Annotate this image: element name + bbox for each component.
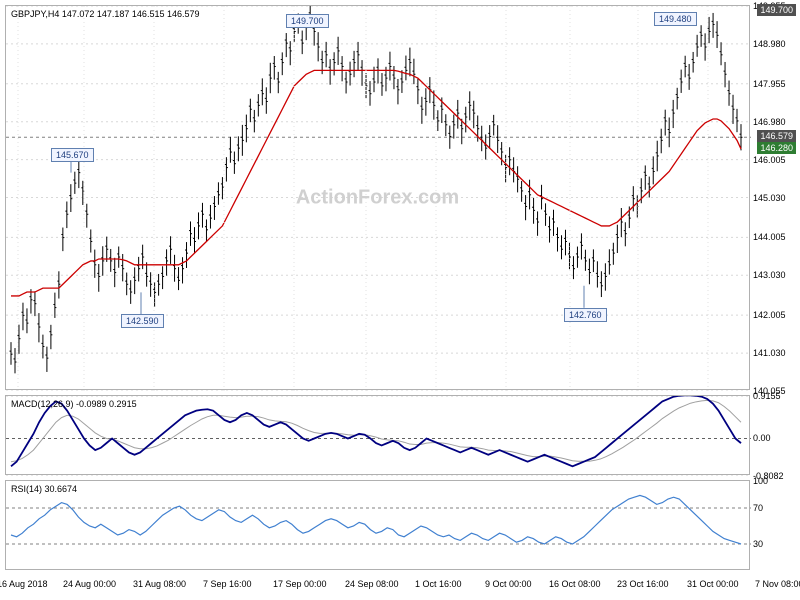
price-annotation: 149.700: [286, 14, 329, 28]
x-tick-label: 16 Oct 08:00: [549, 579, 601, 589]
price-chart-title: GBPJPY,H4 147.072 147.187 146.515 146.57…: [11, 9, 200, 19]
current-price-marker: 146.579: [757, 130, 796, 142]
x-tick-label: 7 Sep 16:00: [203, 579, 252, 589]
ma-price-marker: 146.280: [757, 142, 796, 154]
rsi-y-axis: 3070100: [751, 481, 797, 569]
x-tick-label: 31 Aug 08:00: [133, 579, 186, 589]
macd-y-axis: -0.80820.000.9155: [751, 396, 797, 474]
price-annotation: 142.590: [121, 314, 164, 328]
macd-chart[interactable]: MACD(12,26,9) -0.0989 0.2915 -0.80820.00…: [5, 395, 750, 475]
top-price-marker: 149.700: [757, 4, 796, 16]
x-tick-label: 9 Oct 00:00: [485, 579, 532, 589]
x-tick-label: 7 Nov 08:00: [755, 579, 800, 589]
price-annotation: 142.760: [564, 308, 607, 322]
rsi-chart[interactable]: RSI(14) 30.6674 3070100: [5, 480, 750, 570]
x-tick-label: 16 Aug 2018: [0, 579, 48, 589]
x-tick-label: 23 Oct 16:00: [617, 579, 669, 589]
x-tick-label: 1 Oct 16:00: [415, 579, 462, 589]
macd-title: MACD(12,26,9) -0.0989 0.2915: [11, 399, 137, 409]
price-y-axis: 140.055141.030142.005143.030144.005145.0…: [751, 6, 797, 389]
x-tick-label: 17 Sep 00:00: [273, 579, 327, 589]
price-annotation: 149.480: [654, 12, 697, 26]
rsi-title: RSI(14) 30.6674: [11, 484, 77, 494]
price-chart-canvas: [6, 6, 751, 391]
price-chart[interactable]: GBPJPY,H4 147.072 147.187 146.515 146.57…: [5, 5, 750, 390]
x-tick-label: 24 Aug 00:00: [63, 579, 116, 589]
x-tick-label: 24 Sep 08:00: [345, 579, 399, 589]
price-annotation: 145.670: [51, 148, 94, 162]
rsi-canvas: [6, 481, 751, 571]
time-axis: 16 Aug 201824 Aug 00:0031 Aug 08:007 Sep…: [5, 575, 750, 597]
x-tick-label: 31 Oct 00:00: [687, 579, 739, 589]
